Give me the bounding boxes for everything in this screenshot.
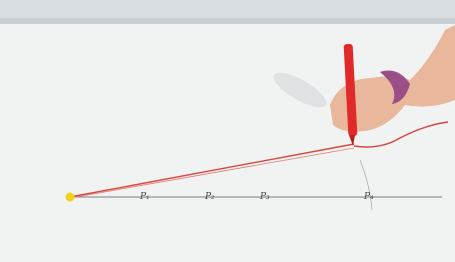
page: P₁P₂P₃P₄ (() => { const data = JSON.pars… [0,0,455,262]
paper-edge [0,18,455,24]
point-label: P₃ [259,192,270,202]
photo: P₁ P₂ P₃ P₄ [0,0,455,262]
paper-surface [0,24,455,262]
point-label: P₂ [204,192,215,202]
point-label: P₄ [363,192,374,202]
pin [66,193,75,202]
point-label: P₁ [139,192,150,202]
